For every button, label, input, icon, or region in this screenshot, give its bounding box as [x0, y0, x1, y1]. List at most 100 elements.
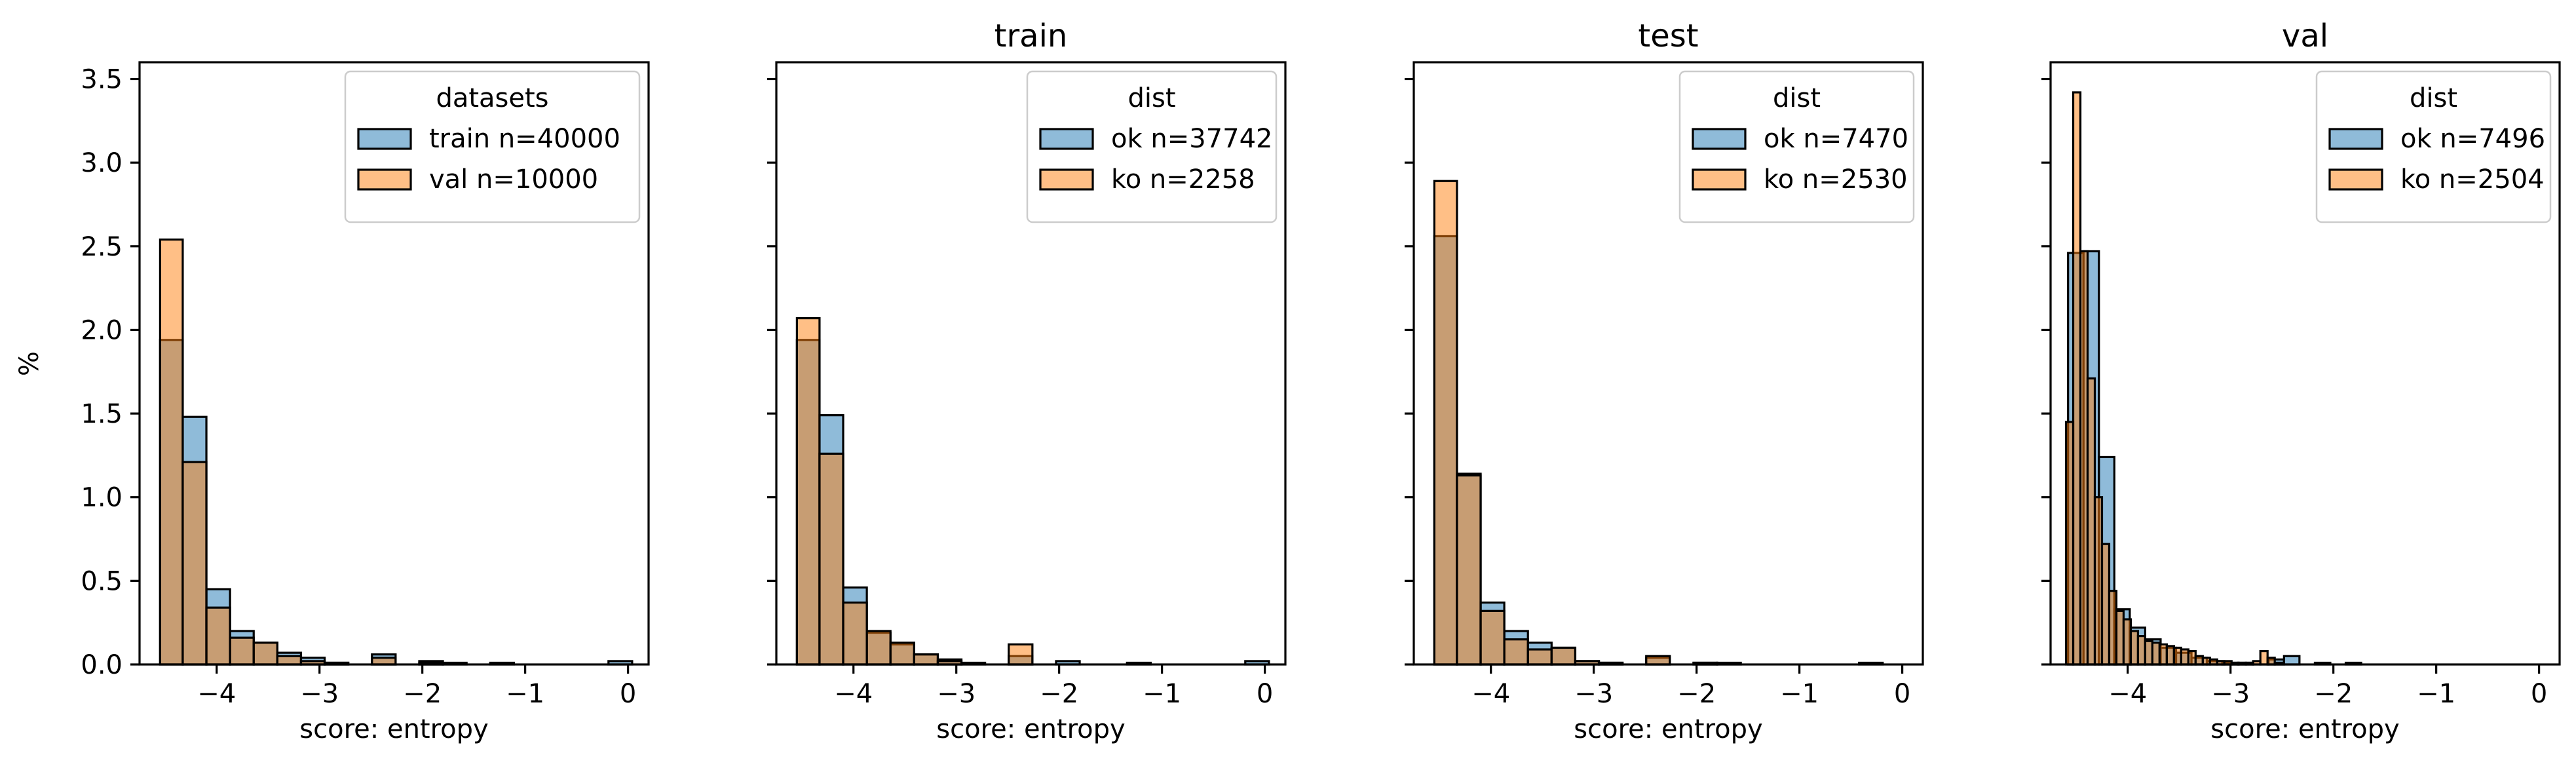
histogram-bar: [2115, 609, 2125, 666]
x-tick-label: 0: [1257, 679, 1273, 709]
histogram-bar: [2122, 618, 2132, 666]
histogram-bar: [795, 317, 821, 666]
legend-entry: val n=10000: [429, 164, 598, 195]
histogram-bar: [2086, 377, 2096, 666]
legend-box: [344, 70, 641, 223]
histogram-bar: [889, 642, 915, 666]
x-tick-label: −3: [1574, 679, 1613, 709]
y-tick-label: 1.5: [81, 399, 123, 429]
histogram-bar: [229, 636, 255, 666]
histogram-bar: [276, 655, 303, 666]
y-tick-label: 2.5: [81, 232, 123, 262]
axes-frame: [775, 61, 1287, 666]
histogram-bar: [252, 642, 278, 666]
panel-3: −4 −3 −2 −1 0 score: entropy test dist ok n=7470…: [1405, 18, 1924, 744]
legend-swatch: [1039, 168, 1094, 191]
panel-1: −4 −3 −2 −1 0 0.0 0.5 1.0 1.5 2.0 2.5 3.0 3.5 score: …: [81, 61, 650, 744]
x-tick-label: −2: [1040, 679, 1078, 709]
axes-frame: [138, 61, 650, 666]
y-tick-label: 2.0: [81, 315, 123, 345]
panel-4: −4 −3 −2 −1 0 score: entropy val dist ok n=7496 k…: [2041, 18, 2561, 744]
legend-swatch: [2328, 128, 2383, 150]
legend-title: dist: [1773, 83, 1821, 113]
legend: dist ok n=37742 ko n=2258: [1026, 70, 1278, 223]
legend-swatch: [1692, 128, 1747, 150]
series-1-bars: [1433, 235, 1884, 666]
panel-title: test: [1638, 18, 1698, 54]
x-tick-label: −1: [506, 679, 544, 709]
x-axis-label: score: entropy: [1574, 714, 1762, 744]
figure-ylabel: %: [14, 351, 45, 376]
histogram-bar: [865, 630, 892, 666]
series-2-bars: [1433, 180, 1718, 666]
histogram-bar: [2187, 649, 2197, 666]
x-tick-label: −4: [834, 679, 873, 709]
legend-title: datasets: [436, 83, 548, 113]
histogram-bar: [2144, 640, 2153, 666]
histogram-bar: [2064, 421, 2075, 666]
histogram-bar: [2100, 543, 2111, 666]
series-2-bars: [159, 238, 444, 666]
histogram-bar: [2093, 496, 2104, 666]
x-tick-label: −3: [300, 679, 339, 709]
panel-2: −4 −3 −2 −1 0 score: entropy train dist ok n=377…: [767, 18, 1287, 744]
histogram-bar: [2165, 645, 2175, 666]
legend-title: dist: [2410, 83, 2457, 113]
x-tick-label: −3: [937, 679, 975, 709]
histogram-bar: [1479, 609, 1506, 666]
x-axis-label: score: entropy: [299, 714, 488, 744]
histogram-bar: [1550, 646, 1577, 666]
x-tick-label: −4: [1471, 679, 1510, 709]
histogram-bar: [2172, 646, 2182, 666]
histogram-bar: [1526, 648, 1553, 666]
y-tick-label: 3.5: [81, 65, 123, 95]
legend-swatch: [2328, 168, 2383, 191]
histogram-bar: [2158, 643, 2168, 666]
series-2-bars: [795, 317, 1034, 666]
legend-entry: ok n=7496: [2400, 124, 2545, 154]
legend-swatch: [1692, 168, 1747, 191]
legend-swatch: [357, 128, 412, 150]
x-tick-label: −4: [197, 679, 236, 709]
x-axis-label: score: entropy: [936, 714, 1125, 744]
histogram-bar: [2079, 250, 2089, 666]
histogram-bar: [1503, 638, 1529, 666]
axes-frame: [1412, 61, 1924, 666]
histogram-bar: [2136, 635, 2147, 666]
panel-title: val: [2282, 18, 2328, 54]
x-tick-label: −1: [1143, 679, 1181, 709]
y-tick-label: 0.5: [81, 566, 123, 596]
histogram-bar: [181, 461, 208, 666]
histogram-bar: [1433, 180, 1458, 666]
histogram-bar: [2108, 590, 2118, 666]
legend-swatch: [1039, 128, 1094, 150]
histogram-bar: [842, 601, 868, 666]
x-axis-label: score: entropy: [2210, 714, 2399, 744]
x-tick-label: −2: [403, 679, 442, 709]
legend-entry: ko n=2258: [1111, 164, 1255, 195]
legend-swatch: [357, 168, 412, 191]
y-tick-label: 0.0: [81, 650, 123, 680]
legend-entry: ok n=7470: [1764, 124, 1908, 154]
x-tick-label: 0: [1894, 679, 1910, 709]
legend-entry: ko n=2504: [2400, 164, 2545, 195]
legend: datasets train n=40000 val n=10000: [344, 70, 641, 223]
legend-entry: ko n=2530: [1764, 164, 1908, 195]
legend-entry: ok n=37742: [1111, 124, 1272, 154]
y-tick-label: 3.0: [81, 148, 123, 178]
legend-entry: train n=40000: [429, 124, 620, 154]
histogram-bar: [2151, 642, 2161, 666]
histogram-bar: [818, 452, 844, 666]
histogram-bar: [2194, 655, 2204, 666]
legend: dist ok n=7470 ko n=2530: [1678, 70, 1915, 223]
histogram-bar: [2180, 648, 2189, 666]
histogram-bar: [913, 653, 939, 666]
histogram-bar: [1456, 474, 1482, 666]
histogram-bar: [2129, 630, 2140, 666]
histogram-bar: [2259, 649, 2269, 666]
y-tick-label: 1.0: [81, 483, 123, 513]
histogram-bar: [1008, 643, 1034, 666]
histogram-bar: [205, 606, 231, 666]
x-tick-label: −3: [2211, 679, 2250, 709]
